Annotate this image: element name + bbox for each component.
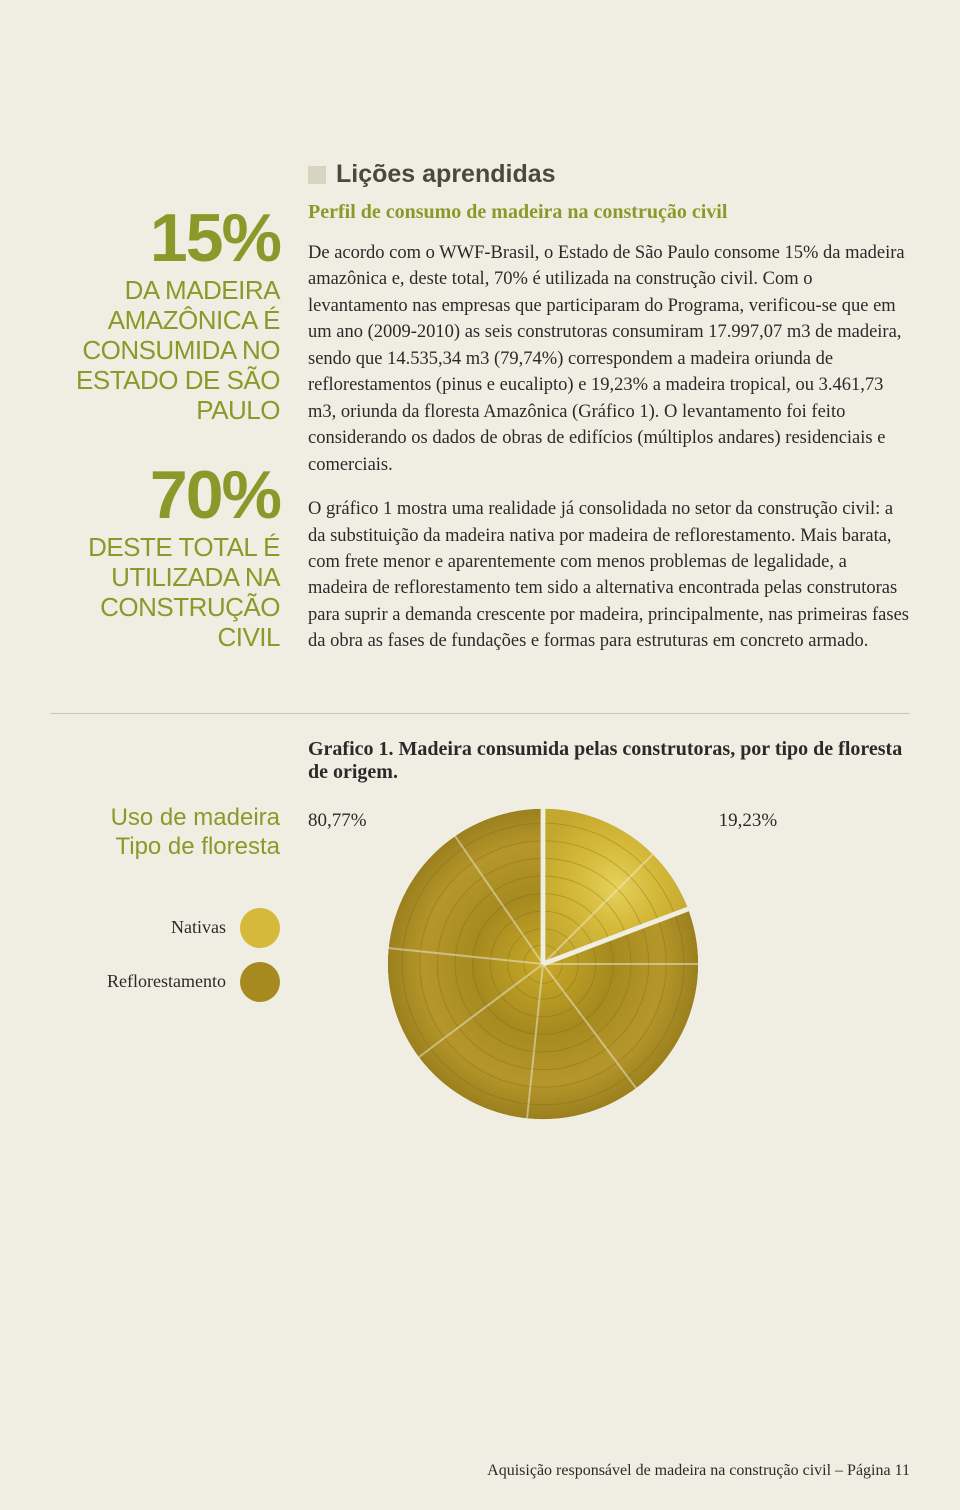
- stat-block-15: 15% DA MADEIRA AMAZÔNICA É CONSUMIDA NO …: [50, 204, 280, 425]
- chart-legend-column: Uso de madeira Tipo de floresta Nativas …: [50, 804, 280, 1124]
- section-header: Lições aprendidas: [308, 160, 910, 189]
- legend-item-reflorestamento: Reflorestamento: [50, 962, 280, 1002]
- top-section: 15% DA MADEIRA AMAZÔNICA É CONSUMIDA NO …: [50, 160, 910, 689]
- stat-percent: 70%: [50, 461, 280, 529]
- body-paragraph: O gráfico 1 mostra uma realidade já cons…: [308, 496, 910, 655]
- page-content: 15% DA MADEIRA AMAZÔNICA É CONSUMIDA NO …: [0, 0, 960, 1124]
- stat-percent: 15%: [50, 204, 280, 272]
- section-divider: [50, 713, 910, 714]
- stats-column: 15% DA MADEIRA AMAZÔNICA É CONSUMIDA NO …: [50, 160, 280, 689]
- stat-label: DA MADEIRA AMAZÔNICA É CONSUMIDA NO ESTA…: [50, 276, 280, 425]
- slice-label-left: 80,77%: [308, 810, 367, 832]
- chart-figure-area: 80,77%: [308, 804, 910, 1124]
- legend-label: Reflorestamento: [107, 971, 226, 992]
- legend-swatch-icon: [240, 962, 280, 1002]
- section-bullet-icon: [308, 166, 326, 184]
- text-column: Lições aprendidas Perfil de consumo de m…: [308, 160, 910, 689]
- pie-chart: [383, 804, 703, 1124]
- slice-label-right: 19,23%: [719, 810, 778, 832]
- chart-title: Grafico 1. Madeira consumida pelas const…: [308, 738, 910, 784]
- subheading: Perfil de consumo de madeira na construç…: [308, 201, 910, 224]
- chart-left-heading: Uso de madeira Tipo de floresta: [50, 804, 280, 862]
- stat-label: DESTE TOTAL É UTILIZADA NA CONSTRUÇÃO CI…: [50, 533, 280, 653]
- stat-block-70: 70% DESTE TOTAL É UTILIZADA NA CONSTRUÇÃ…: [50, 461, 280, 653]
- page-footer: Aquisição responsável de madeira na cons…: [487, 1462, 910, 1480]
- legend-label: Nativas: [171, 917, 226, 938]
- legend-item-nativas: Nativas: [50, 908, 280, 948]
- section-title: Lições aprendidas: [336, 160, 556, 189]
- chart-left-heading-line1: Uso de madeira: [111, 804, 280, 831]
- body-paragraph: De acordo com o WWF-Brasil, o Estado de …: [308, 240, 910, 478]
- pie-svg: [383, 804, 703, 1124]
- legend-swatch-icon: [240, 908, 280, 948]
- chart-left-heading-line2: Tipo de floresta: [115, 833, 280, 860]
- chart-section: Uso de madeira Tipo de floresta Nativas …: [50, 804, 910, 1124]
